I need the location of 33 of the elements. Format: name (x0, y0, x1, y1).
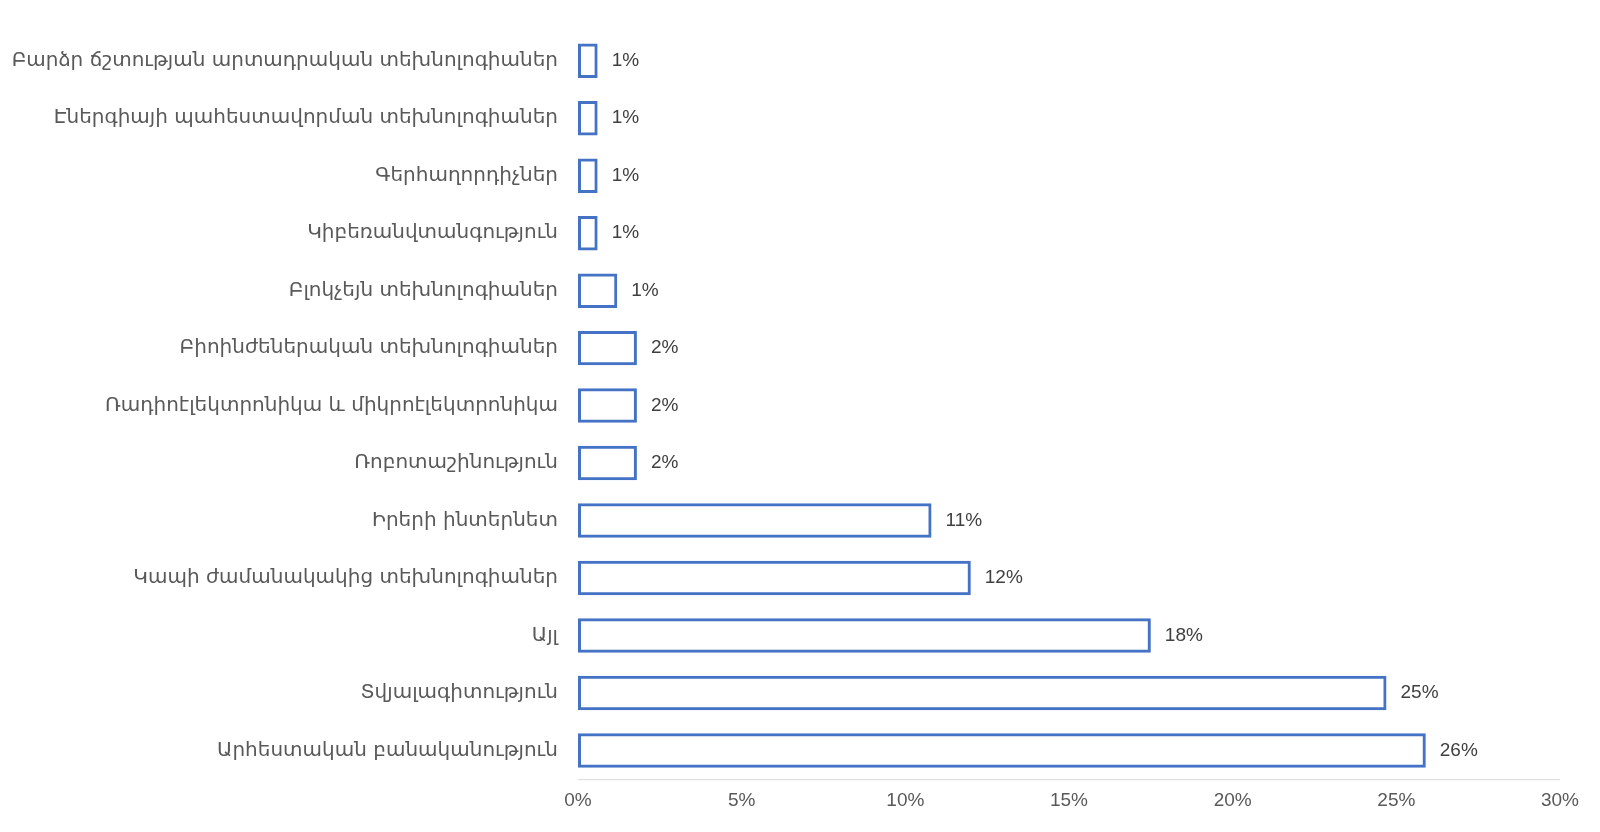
y-tick-label: Կիբեռանվտանգություն (307, 219, 558, 244)
data-label: 1% (631, 278, 659, 300)
x-tick-label: 5% (727, 788, 756, 810)
data-label: 18% (1164, 623, 1203, 645)
data-label: 11% (945, 508, 983, 530)
y-tick-label: Ռոբոտաշինություն (354, 449, 558, 474)
data-label: 25% (1400, 681, 1439, 703)
data-label: 1% (611, 106, 640, 128)
data-label: 1% (611, 221, 640, 243)
y-tick-label: Իրերի ինտերնետ (372, 506, 558, 531)
y-tick-label: Ռադիոէլեկտրոնիկա և միկրոէլեկտրոնիկա (104, 391, 558, 416)
y-tick-label: Այլ (531, 621, 560, 646)
data-label: 2% (650, 393, 679, 415)
data-label: 12% (984, 566, 1023, 588)
x-tick-label: 20% (1213, 788, 1252, 810)
data-label: 1% (611, 163, 640, 185)
x-tick-label: 15% (1049, 788, 1089, 810)
data-label: 2% (650, 336, 679, 358)
y-tick-label: Գերհաղորդիչներ (375, 161, 558, 186)
data-label: 26% (1439, 738, 1478, 760)
y-tick-label: Կապի ժամանակակից տեխնոլոգիաներ (133, 564, 558, 589)
data-label: 1% (611, 48, 640, 70)
data-label: 2% (650, 451, 679, 473)
y-tick-label: Բարձր ճշտության արտադրական տեխնոլոգիաներ (11, 46, 558, 71)
y-tick-label: Բիոինժեներական տեխնոլոգիաներ (179, 334, 558, 359)
y-tick-label: Բլոկչեյն տեխնոլոգիաներ (288, 276, 558, 301)
y-tick-label: Արհեստական բանականություն (217, 736, 558, 761)
y-tick-label: Էներգիայի պահեստավորման տեխնոլոգիաներ (53, 104, 558, 129)
y-tick-label: Տվյալագիտություն (360, 679, 558, 704)
x-tick-label: 30% (1540, 788, 1580, 810)
x-tick-label: 10% (886, 788, 925, 810)
x-tick-label: 0% (564, 788, 592, 810)
x-tick-label: 25% (1377, 788, 1416, 810)
